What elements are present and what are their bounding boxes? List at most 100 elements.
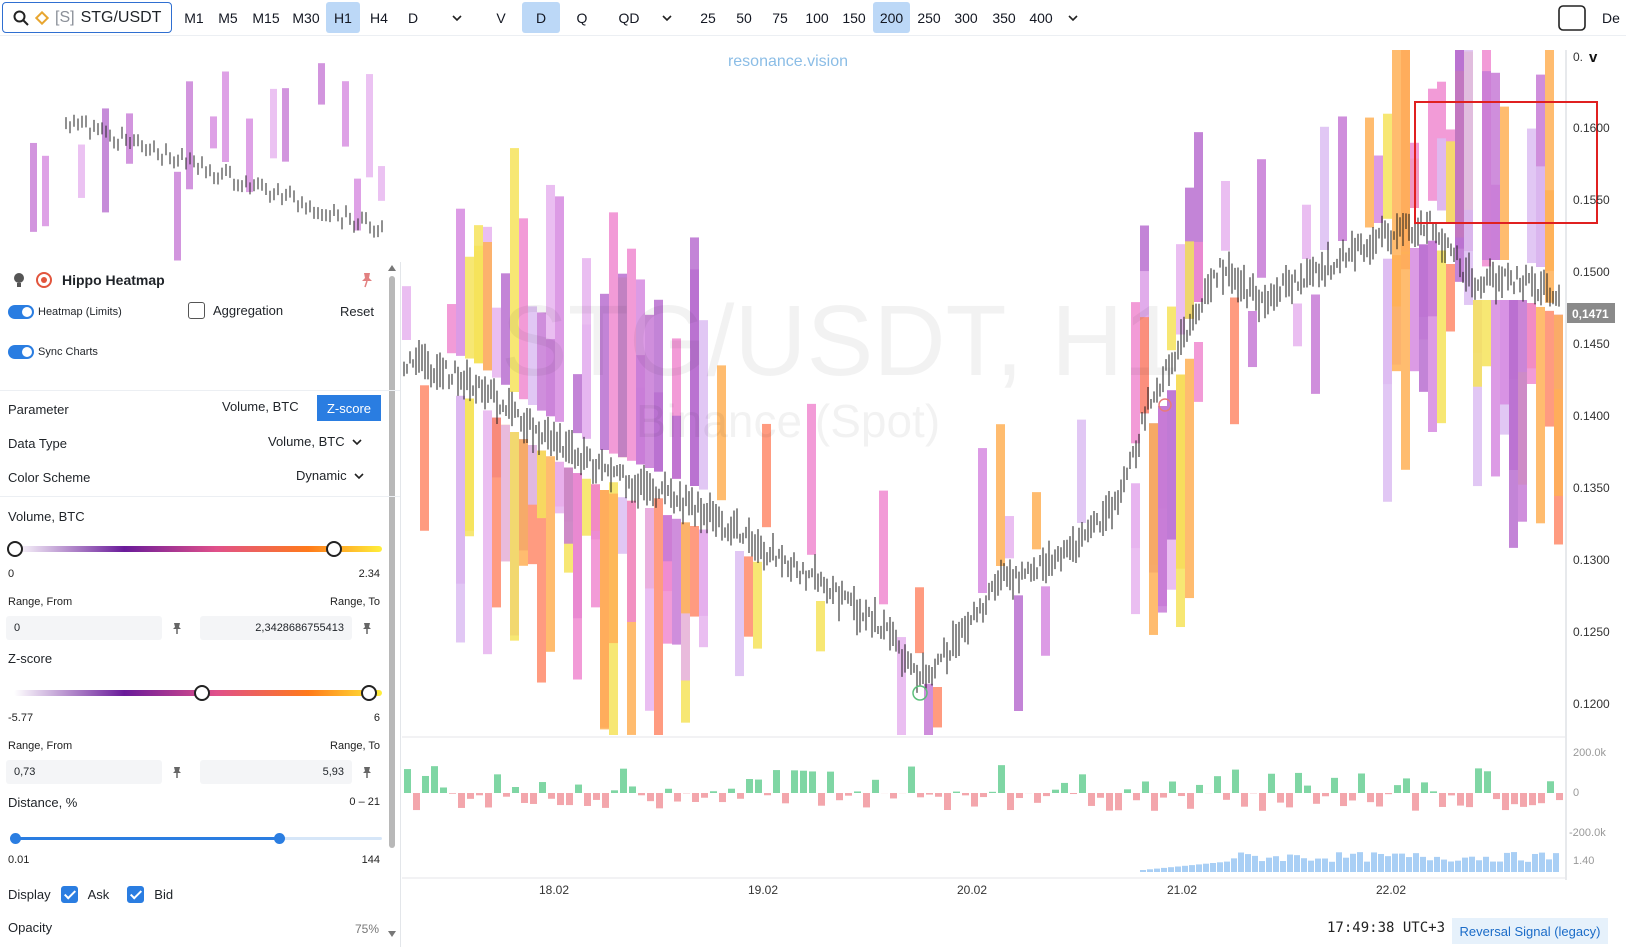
volume-bar [1532, 853, 1538, 872]
depth-100[interactable]: 100 [805, 9, 829, 26]
volume-from-input[interactable]: 0 [6, 616, 162, 640]
volume-gradient-slider[interactable] [14, 546, 382, 552]
distance-slider-min-handle[interactable] [10, 833, 21, 844]
volume-bar [1406, 857, 1412, 872]
delta-bar [1160, 793, 1167, 798]
zscore-to-input[interactable]: 5,93 [200, 760, 352, 784]
aggregation-option[interactable]: Aggregation [188, 302, 283, 319]
symbol-search-box[interactable]: [S] STG/USDT [2, 2, 172, 33]
heatmap-toggle[interactable] [8, 305, 34, 319]
heatmap-cell [546, 184, 555, 417]
depth-150[interactable]: 150 [842, 9, 866, 26]
timeframe-h4[interactable]: H4 [370, 9, 388, 26]
heatmap-cell [609, 493, 618, 644]
heatmap-cell [744, 556, 753, 637]
mini-heatmap-cell [42, 155, 49, 227]
bid-checkbox[interactable] [127, 886, 145, 903]
reset-button[interactable]: Reset [340, 304, 374, 319]
heatmap-cell [573, 473, 582, 680]
data-type-row: Data Type [8, 430, 380, 456]
volume-bar [1301, 858, 1307, 872]
timeframe-m15[interactable]: M15 [252, 9, 280, 26]
binance-icon [35, 10, 49, 25]
timeframe-h1[interactable]: H1 [326, 2, 360, 33]
zscore-label: Z-score [8, 650, 53, 666]
depth-350[interactable]: 350 [992, 9, 1016, 26]
heatmap-cell [1131, 483, 1140, 615]
distance-slider-max-handle[interactable] [273, 833, 285, 844]
chart-area[interactable]: resonance.vision STG/USDT, H1 Binance (S… [0, 36, 1626, 947]
timeframe-m5[interactable]: M5 [218, 9, 238, 26]
view-mode-qd[interactable]: QD [618, 9, 640, 26]
pin-icon[interactable] [360, 272, 374, 288]
aggregation-checkbox[interactable] [188, 302, 205, 319]
delta-bar [1430, 791, 1437, 793]
distance-slider[interactable] [14, 837, 382, 840]
heatmap-settings-panel: Hippo Heatmap Heatmap (Limits) Aggregati… [0, 262, 401, 947]
pin-icon[interactable] [362, 622, 372, 634]
zscore-slider-max-handle[interactable] [361, 685, 377, 701]
heatmap-cell [1383, 258, 1392, 502]
fullscreen-icon[interactable] [1557, 2, 1587, 33]
timeframe-m30[interactable]: M30 [292, 9, 320, 26]
color-scheme-value: Dynamic [296, 468, 347, 483]
view-mode-dropdown-chevron-icon[interactable] [654, 2, 680, 33]
volume-max-label: 2.34 [358, 568, 380, 580]
timeframe-d[interactable]: D [407, 9, 419, 26]
view-mode-v[interactable]: V [496, 9, 506, 26]
volume-bar [1315, 858, 1321, 872]
view-mode-d[interactable]: D [522, 2, 560, 33]
depth-50[interactable]: 50 [736, 9, 752, 26]
delta-bar [728, 788, 735, 793]
sync-charts-toggle[interactable] [8, 345, 34, 359]
depth-25[interactable]: 25 [700, 9, 716, 26]
panel-scrollbar[interactable] [388, 262, 396, 862]
volume-bar [1231, 858, 1237, 872]
toolbar-right-label[interactable]: De [1602, 9, 1620, 26]
parameter-option-zscore[interactable]: Z-score [317, 395, 381, 421]
pin-icon[interactable] [362, 766, 372, 778]
zscore-from-input[interactable]: 0,73 [6, 760, 162, 784]
volume-bar [1161, 867, 1167, 872]
volume-to-input[interactable]: 2,3428686755413 [200, 616, 352, 640]
volume-bar [1413, 853, 1419, 872]
timeframe-m1[interactable]: M1 [184, 9, 204, 26]
delta-bar [422, 775, 429, 793]
volume-slider-min-handle[interactable] [7, 541, 23, 557]
heatmap-cell [465, 398, 474, 531]
delta-bar [521, 793, 528, 803]
delta-bar [1277, 793, 1284, 803]
depth-300[interactable]: 300 [954, 9, 978, 26]
depth-200[interactable]: 200 [873, 2, 910, 33]
depth-250[interactable]: 250 [917, 9, 941, 26]
color-scheme-select[interactable]: Dynamic [296, 468, 365, 483]
heatmap-cell [501, 424, 510, 562]
parameter-option-volume[interactable]: Volume, BTC [222, 399, 299, 414]
timeframe-dropdown-chevron-icon[interactable] [444, 2, 470, 33]
depth-dropdown-chevron-icon[interactable] [1060, 2, 1086, 33]
zscore-slider-min-handle[interactable] [193, 685, 210, 701]
depth-75[interactable]: 75 [772, 9, 788, 26]
heatmap-cell [1437, 250, 1446, 424]
depth-400[interactable]: 400 [1029, 9, 1053, 26]
symbol-prefix: [S] [55, 8, 75, 26]
ask-label: Ask [87, 887, 110, 902]
volume-slider-max-handle[interactable] [326, 541, 343, 557]
price-axis-v-icon[interactable]: v [1589, 49, 1598, 66]
lightbulb-icon[interactable] [12, 272, 26, 288]
pin-icon[interactable] [172, 622, 182, 634]
ask-checkbox[interactable] [60, 886, 78, 903]
volume-bar [1189, 865, 1195, 872]
hippo-logo-icon [36, 272, 52, 288]
watermark-subtitle: Binance (Spot) [636, 395, 940, 447]
mini-heatmap-cell [282, 88, 289, 162]
current-price-badge [1567, 303, 1615, 323]
scroll-down-icon[interactable] [388, 930, 396, 938]
pin-icon[interactable] [172, 766, 182, 778]
delta-bar [1178, 793, 1185, 797]
delta-bar [926, 793, 933, 795]
view-mode-q[interactable]: Q [576, 9, 588, 26]
data-type-select[interactable]: Volume, BTC [268, 434, 363, 449]
volume-bar [1329, 861, 1335, 872]
reversal-signal-button[interactable]: Reversal Signal (legacy) [1452, 918, 1608, 944]
